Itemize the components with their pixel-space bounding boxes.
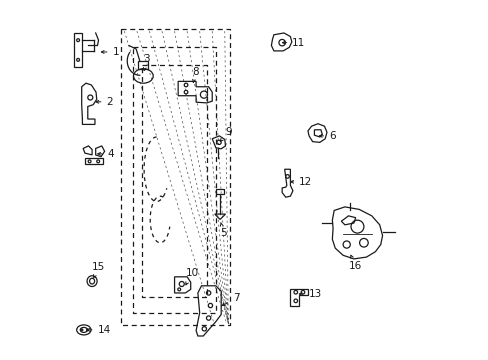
Text: 13: 13	[299, 289, 321, 299]
Bar	[74, 33, 82, 67]
Circle shape	[81, 329, 83, 331]
Text: 16: 16	[348, 255, 362, 271]
Text: 3: 3	[143, 54, 150, 71]
Text: 10: 10	[185, 268, 198, 285]
Text: 8: 8	[192, 67, 199, 82]
Circle shape	[86, 329, 88, 331]
Text: 11: 11	[282, 38, 305, 48]
Text: 9: 9	[220, 127, 232, 141]
Bar	[85, 158, 102, 164]
Text: 1: 1	[101, 47, 119, 57]
Text: 12: 12	[290, 177, 312, 187]
Text: 6: 6	[319, 131, 335, 141]
Text: 14: 14	[87, 325, 110, 335]
Text: 2: 2	[96, 97, 113, 107]
Text: 4: 4	[98, 149, 114, 159]
Text: 5: 5	[220, 222, 226, 238]
Text: 7: 7	[222, 293, 239, 306]
Text: 15: 15	[92, 262, 105, 278]
Bar	[138, 61, 148, 69]
